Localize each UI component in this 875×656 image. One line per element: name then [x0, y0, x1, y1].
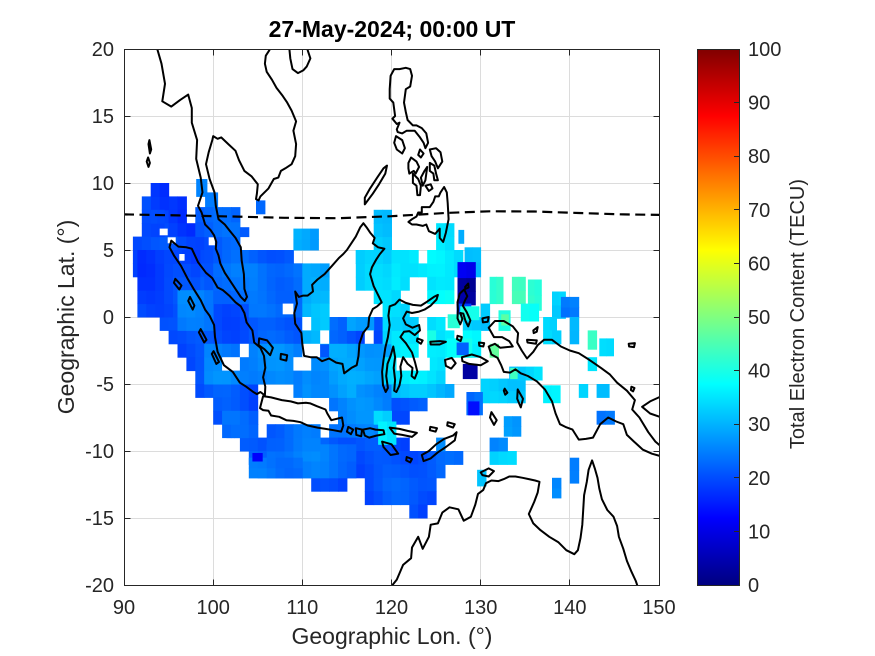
- svg-text:0: 0: [103, 307, 114, 329]
- svg-text:Geographic Lat. (°): Geographic Lat. (°): [53, 220, 79, 415]
- svg-text:150: 150: [642, 597, 675, 619]
- svg-text:-20: -20: [85, 575, 114, 597]
- svg-text:90: 90: [748, 93, 770, 115]
- svg-text:-15: -15: [85, 508, 114, 530]
- svg-text:110: 110: [286, 597, 318, 619]
- svg-text:20: 20: [92, 39, 114, 61]
- svg-text:80: 80: [748, 146, 770, 168]
- svg-text:-5: -5: [96, 374, 114, 396]
- svg-text:50: 50: [748, 307, 770, 329]
- svg-text:140: 140: [553, 597, 586, 619]
- svg-text:27-May-2024; 00:00 UT: 27-May-2024; 00:00 UT: [269, 16, 516, 42]
- svg-text:20: 20: [748, 468, 770, 490]
- svg-text:100: 100: [197, 597, 230, 619]
- svg-text:-10: -10: [85, 441, 114, 463]
- svg-text:Geographic Lon. (°): Geographic Lon. (°): [292, 623, 493, 649]
- svg-text:90: 90: [113, 597, 135, 619]
- svg-text:130: 130: [464, 597, 497, 619]
- svg-text:30: 30: [748, 414, 770, 436]
- svg-text:100: 100: [748, 39, 781, 61]
- svg-text:10: 10: [748, 521, 770, 543]
- svg-text:10: 10: [92, 173, 114, 195]
- svg-text:40: 40: [748, 361, 770, 383]
- svg-text:0: 0: [748, 575, 759, 597]
- svg-text:120: 120: [375, 597, 408, 619]
- svg-text:5: 5: [103, 240, 114, 262]
- svg-text:15: 15: [92, 106, 114, 128]
- svg-text:70: 70: [748, 200, 770, 222]
- svg-text:60: 60: [748, 253, 770, 275]
- svg-text:Total Electron Content (TECU): Total Electron Content (TECU): [787, 179, 809, 449]
